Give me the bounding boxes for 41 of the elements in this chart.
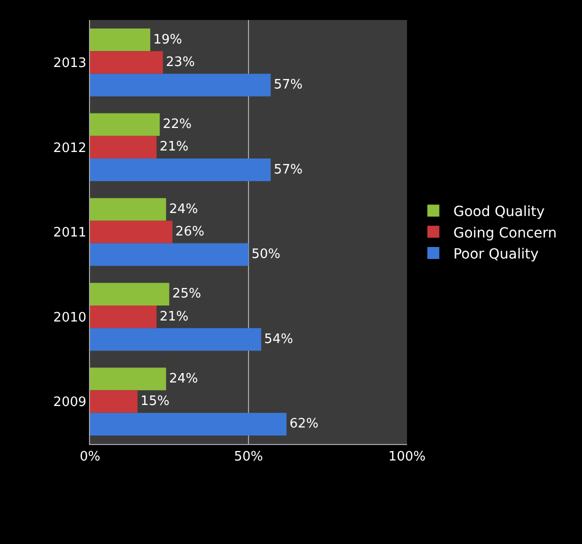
data-label: 62% [290, 416, 318, 432]
bar [90, 305, 157, 328]
data-label: 24% [169, 371, 198, 386]
data-label: 23% [166, 54, 195, 70]
y-tick-label: 2013 [53, 56, 86, 71]
data-label: 57% [274, 162, 303, 178]
y-tick-label: 2011 [53, 226, 86, 241]
y-tick-label: 2009 [53, 395, 86, 410]
bar [90, 282, 170, 306]
bar [90, 390, 138, 413]
bar [90, 136, 157, 159]
bar [90, 198, 166, 221]
bar [90, 28, 150, 52]
data-label: 24% [169, 202, 198, 217]
data-label: 50% [252, 247, 280, 262]
bar [90, 220, 172, 244]
bar [90, 158, 271, 182]
bar [90, 74, 271, 96]
y-tick-label: 2012 [53, 140, 86, 156]
data-label: 19% [153, 32, 182, 48]
legend-label: Going Concern [453, 225, 557, 242]
bar [90, 51, 163, 74]
x-tick-label: 0% [80, 450, 100, 465]
data-label: 21% [160, 140, 188, 155]
legend-label: Good Quality [453, 204, 545, 220]
x-tick-label: 50% [234, 450, 263, 465]
data-label: 54% [264, 332, 294, 347]
x-tick-label: 100% [388, 450, 426, 465]
bar [90, 113, 160, 136]
bar [90, 368, 166, 390]
y-tick-label: 2010 [53, 310, 86, 326]
data-label: 22% [162, 117, 192, 132]
bar [90, 243, 248, 266]
bar [90, 412, 287, 436]
data-label: 57% [274, 78, 303, 93]
data-label: 21% [160, 309, 188, 324]
data-label: 15% [140, 394, 170, 410]
legend-label: Poor Quality [453, 246, 539, 262]
data-label: 26% [175, 224, 204, 240]
data-label: 25% [172, 286, 202, 302]
bar [90, 328, 262, 351]
